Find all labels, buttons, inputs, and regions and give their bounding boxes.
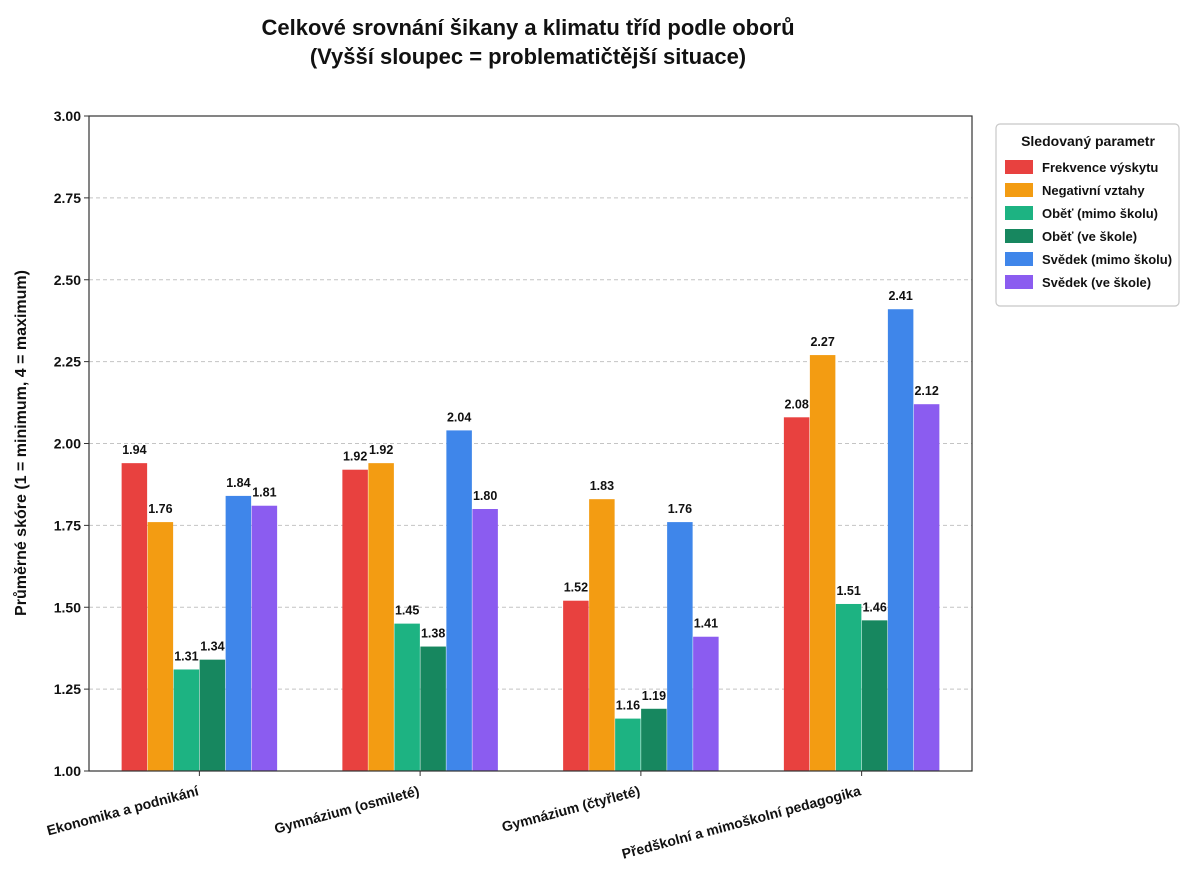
bars (121, 309, 940, 771)
bar (472, 509, 498, 771)
legend-entry: Oběť (mimo školu) (1042, 206, 1158, 221)
bar (446, 430, 472, 771)
bar (693, 636, 719, 771)
data-label: 1.80 (473, 489, 497, 503)
x-tick-label: Předškolní a mimoškolní pedagogika (620, 782, 863, 861)
data-label: 2.41 (888, 289, 912, 303)
bar (641, 708, 667, 771)
data-label: 1.51 (836, 584, 860, 598)
legend-title: Sledovaný parametr (1021, 133, 1155, 149)
chart-subtitle: (Vyšší sloupec = problematičtější situac… (310, 44, 746, 69)
y-tick-label: 2.00 (54, 436, 81, 452)
data-label: 1.38 (421, 627, 445, 641)
data-label: 1.92 (369, 443, 393, 457)
value-labels: 1.94 1.76 1.311.34 1.841.81 1.92 1.92 1.451.38… (122, 289, 939, 712)
y-tick-label: 3.00 (54, 108, 81, 124)
bar (368, 463, 394, 771)
legend-swatch (1005, 252, 1033, 266)
legend-entry: Negativní vztahy (1042, 183, 1145, 198)
legend-entry: Frekvence výskytu (1042, 160, 1158, 175)
legend-entry: Svědek (ve škole) (1042, 275, 1151, 290)
bar (783, 417, 810, 771)
data-label: 2.12 (914, 384, 938, 398)
data-label: 1.83 (590, 479, 614, 493)
data-label: 1.81 (252, 486, 276, 500)
data-label: 1.45 (395, 604, 419, 618)
legend: Sledovaný parametr Frekvence výskytu Nega… (995, 123, 1180, 307)
bar (342, 469, 368, 771)
chart-title: Celkové srovnání šikany a klimatu tříd p… (261, 15, 794, 40)
legend-entry: Oběť (ve škole) (1042, 229, 1137, 244)
y-axis-ticks: 1.00 1.25 1.50 1.75 2.00 2.25 2.50 2.75 3.00 (54, 108, 89, 779)
data-label: 1.92 (343, 450, 367, 464)
data-label: 1.31 (174, 649, 198, 663)
y-tick-label: 1.25 (54, 681, 81, 697)
bar (173, 669, 200, 771)
data-label: 2.27 (810, 335, 834, 349)
y-tick-label: 2.50 (54, 272, 81, 288)
bar (589, 499, 615, 771)
x-axis-ticks: Ekonomika a podnikání Gymnázium (osmileté… (45, 771, 863, 862)
bar (667, 522, 693, 771)
data-label: 1.94 (122, 443, 146, 457)
bar (121, 463, 148, 771)
x-tick-label: Gymnázium (čtyřleté) (500, 782, 642, 834)
data-label: 1.52 (564, 581, 588, 595)
data-label: 1.76 (148, 502, 172, 516)
bar (835, 603, 862, 771)
legend-box (995, 123, 1180, 307)
legend-entry: Svědek (mimo školu) (1042, 252, 1172, 267)
data-label: 1.19 (642, 689, 666, 703)
bar (225, 495, 252, 771)
legend-swatch (1005, 229, 1033, 243)
y-tick-label: 1.75 (54, 517, 81, 533)
data-label: 1.46 (862, 600, 886, 614)
bar (861, 620, 888, 771)
bar (147, 522, 174, 771)
bar (913, 404, 940, 771)
bar (563, 600, 589, 771)
bar (394, 623, 420, 771)
y-tick-label: 2.25 (54, 354, 81, 370)
legend-swatch (1005, 183, 1033, 197)
legend-swatch (1005, 160, 1033, 174)
y-tick-label: 2.75 (54, 190, 81, 206)
data-label: 1.84 (226, 476, 250, 490)
data-label: 1.41 (694, 617, 718, 631)
data-label: 2.08 (784, 397, 808, 411)
y-tick-label: 1.00 (54, 763, 81, 779)
bar (809, 355, 836, 771)
bar (199, 659, 226, 771)
data-label: 1.16 (616, 699, 640, 713)
legend-swatch (1005, 206, 1033, 220)
legend-swatch (1005, 275, 1033, 289)
legend-items: Frekvence výskytu Negativní vztahy Oběť (m… (1005, 160, 1172, 290)
bar (251, 505, 278, 771)
bar (615, 718, 641, 771)
data-label: 1.34 (200, 640, 224, 654)
bar (887, 309, 914, 771)
y-axis-label: Průměrné skóre (1 = minimum, 4 = maximum… (13, 270, 30, 616)
bar (420, 646, 446, 771)
x-tick-label: Gymnázium (osmileté) (272, 782, 420, 836)
data-label: 2.04 (447, 410, 471, 424)
y-tick-label: 1.50 (54, 599, 81, 615)
x-tick-label: Ekonomika a podnikání (45, 782, 201, 838)
data-label: 1.76 (668, 502, 692, 516)
